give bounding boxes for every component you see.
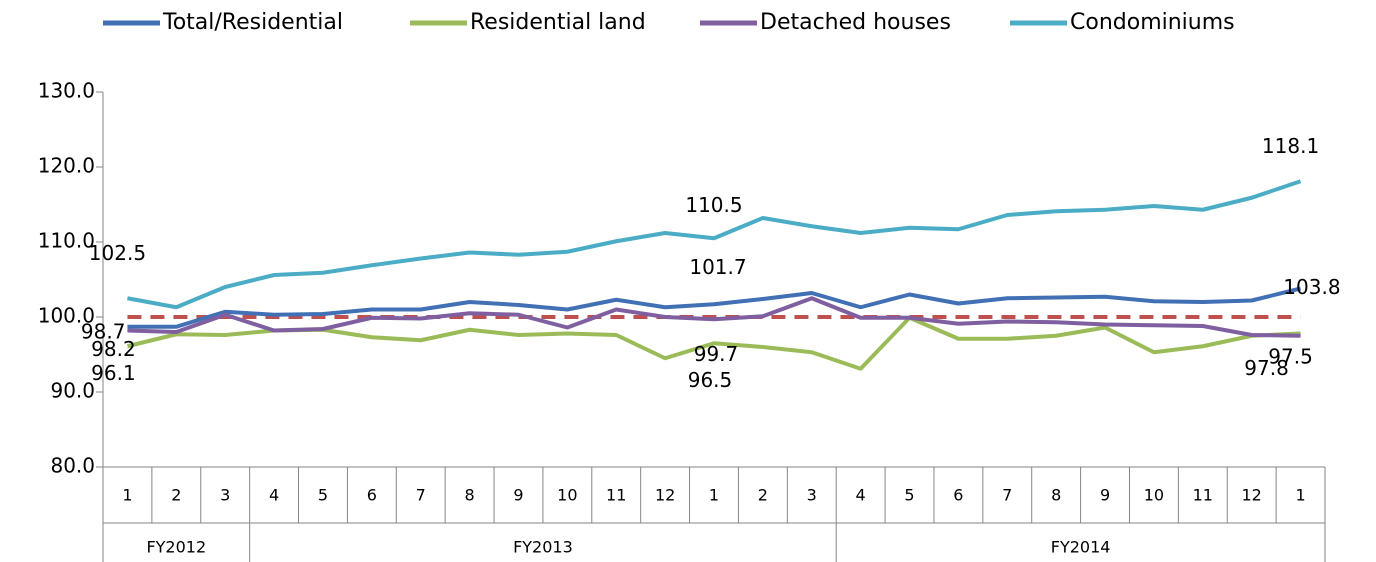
x-tick-label: 2 xyxy=(171,486,181,505)
data-label: 96.1 xyxy=(91,361,136,385)
x-tick-label: 3 xyxy=(220,486,230,505)
x-tick-label: 11 xyxy=(1193,486,1213,505)
x-tick-label: 11 xyxy=(606,486,626,505)
group-label: FY2013 xyxy=(513,538,573,557)
series-line xyxy=(127,179,1302,310)
y-tick-label: 130.0 xyxy=(38,79,95,103)
y-tick-label: 110.0 xyxy=(38,229,95,253)
x-tick-label: 8 xyxy=(465,486,475,505)
group-label: FY2014 xyxy=(1051,538,1111,557)
x-tick-label: 5 xyxy=(904,486,914,505)
data-label: 96.5 xyxy=(688,368,733,392)
x-tick-label: 12 xyxy=(1242,486,1262,505)
x-tick-label: 10 xyxy=(1144,486,1164,505)
data-label: 101.7 xyxy=(689,255,746,279)
y-tick-label: 80.0 xyxy=(50,454,95,478)
x-tick-label: 9 xyxy=(1100,486,1110,505)
data-label: 110.5 xyxy=(685,193,742,217)
data-label: 98.7 xyxy=(81,319,126,343)
legend-label: Detached houses xyxy=(760,10,951,35)
group-label: FY2012 xyxy=(146,538,206,557)
x-tick-label: 7 xyxy=(1002,486,1012,505)
x-tick-label: 4 xyxy=(269,486,279,505)
x-tick-label: 6 xyxy=(367,486,377,505)
y-tick-label: 120.0 xyxy=(38,154,95,178)
data-label: 98.2 xyxy=(91,337,136,361)
data-label: 103.8 xyxy=(1283,275,1340,299)
data-label: 97.5 xyxy=(1268,344,1313,368)
series-line xyxy=(127,296,1301,338)
x-tick-label: 6 xyxy=(953,486,963,505)
data-label: 99.7 xyxy=(694,342,739,366)
series-line xyxy=(127,286,1302,329)
x-tick-label: 9 xyxy=(513,486,523,505)
x-tick-label: 4 xyxy=(856,486,866,505)
x-tick-label: 3 xyxy=(807,486,817,505)
legend-label: Residential land xyxy=(470,10,646,35)
legend-label: Condominiums xyxy=(1070,10,1235,35)
data-label: 102.5 xyxy=(89,241,146,265)
y-tick-label: 100.0 xyxy=(38,304,95,328)
x-tick-label: 2 xyxy=(758,486,768,505)
legend-label: Total/Residential xyxy=(162,10,343,35)
data-label: 97.8 xyxy=(1244,356,1289,380)
x-tick-label: 5 xyxy=(318,486,328,505)
x-tick-label: 7 xyxy=(416,486,426,505)
x-tick-label: 1 xyxy=(709,486,719,505)
data-label: 118.1 xyxy=(1262,134,1319,158)
x-tick-label: 12 xyxy=(655,486,675,505)
y-tick-label: 90.0 xyxy=(50,379,95,403)
x-tick-label: 8 xyxy=(1051,486,1061,505)
x-tick-label: 1 xyxy=(1295,486,1305,505)
x-tick-label: 1 xyxy=(122,486,132,505)
x-tick-label: 10 xyxy=(557,486,577,505)
